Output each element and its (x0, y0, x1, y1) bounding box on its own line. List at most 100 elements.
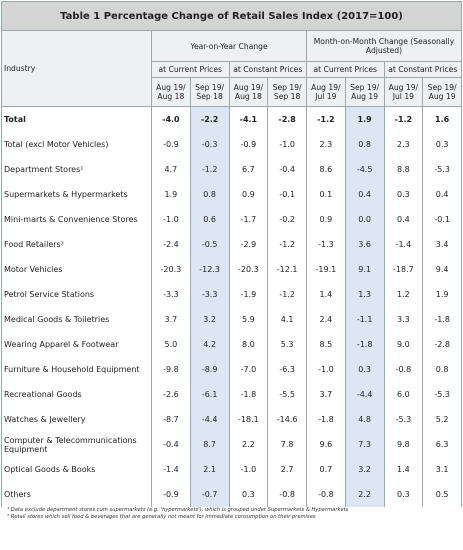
value-cell: -7.0 (228, 357, 269, 382)
table-row: Medical Goods & Toiletries 3.7 3.2 5.9 4.1 2.… (1, 307, 462, 332)
page: Table 1 Percentage Change of Retail Sale… (1, 1, 462, 521)
value-cell: -1.2 (306, 106, 346, 132)
value-cell: -1.8 (344, 332, 385, 357)
value-cell: 4.1 (267, 307, 307, 332)
period-header: Sep 19/ Sep 18 (267, 77, 307, 107)
value-cell: 4.8 (344, 407, 385, 432)
industry-name: Optical Goods & Books (1, 457, 152, 482)
value-cell: 8.0 (228, 332, 269, 357)
value-cell: -4.0 (151, 106, 191, 132)
value-cell: 9.0 (383, 332, 424, 357)
value-cell: 8.6 (306, 157, 346, 182)
value-cell: 3.6 (344, 232, 385, 257)
industry-name: Motor Vehicles (1, 257, 152, 282)
value-cell: 0.9 (228, 182, 269, 207)
value-cell: -14.6 (267, 407, 307, 432)
value-cell: -2.8 (267, 106, 307, 132)
value-cell: 0.9 (306, 207, 346, 232)
value-cell: -4.1 (228, 106, 269, 132)
value-cell: -8.9 (189, 357, 230, 382)
period-header: Aug 19/ Jul 19 (383, 77, 424, 107)
table-row: Petrol Service Stations -3.3 -3.3 -1.9 -1.2 1… (1, 282, 462, 307)
value-cell: -1.0 (306, 357, 346, 382)
value-cell: -0.9 (151, 482, 191, 507)
price-header: at Constant Prices (383, 61, 462, 78)
table-title: Table 1 Percentage Change of Retail Sale… (1, 1, 462, 31)
value-cell: 1.2 (383, 282, 424, 307)
industry-name: Supermarkets & Hypermarkets (1, 182, 152, 207)
period-header: Sep 19/ Aug 19 (422, 77, 462, 107)
value-cell: 2.3 (383, 132, 424, 157)
value-cell: -1.8 (228, 382, 269, 407)
value-cell: -1.8 (306, 407, 346, 432)
value-cell: 7.3 (344, 432, 385, 457)
table-row: Watches & Jewellery -8.7 -4.4 -18.1 -14.6 -1.… (1, 407, 462, 432)
value-cell: 0.5 (422, 482, 462, 507)
value-cell: -1.2 (267, 232, 307, 257)
value-cell: -6.1 (189, 382, 230, 407)
value-cell: -1.8 (422, 307, 462, 332)
value-cell: -0.8 (267, 482, 307, 507)
retail-table: Table 1 Percentage Change of Retail Sale… (1, 1, 462, 507)
value-cell: 6.0 (383, 382, 424, 407)
value-cell: -1.4 (383, 232, 424, 257)
value-cell: 0.3 (383, 182, 424, 207)
period-header: Aug 19/ Jul 19 (306, 77, 346, 107)
value-cell: 5.0 (151, 332, 191, 357)
industry-name: Furniture & Household Equipment (1, 357, 152, 382)
value-cell: -0.9 (151, 132, 191, 157)
value-cell: -19.1 (306, 257, 346, 282)
industry-name: Petrol Service Stations (1, 282, 152, 307)
value-cell: -4.4 (344, 382, 385, 407)
value-cell: -1.2 (267, 282, 307, 307)
value-cell: -5.3 (383, 407, 424, 432)
value-cell: -4.4 (189, 407, 230, 432)
value-cell: 0.8 (422, 357, 462, 382)
value-cell: 3.1 (422, 457, 462, 482)
industry-name: Food Retailers² (1, 232, 152, 257)
value-cell: -0.9 (228, 132, 269, 157)
industry-name: Total (excl Motor Vehicles) (1, 132, 152, 157)
value-cell: -18.7 (383, 257, 424, 282)
header-row: Industry Year-on-Year Change Month-on-Mont… (1, 30, 462, 107)
value-cell: 4.7 (151, 157, 191, 182)
industry-name: Others (1, 482, 152, 507)
value-cell: 1.9 (344, 106, 385, 132)
value-cell: -18.1 (228, 407, 269, 432)
period-header: Aug 19/ Aug 18 (228, 77, 269, 107)
value-cell: -1.0 (151, 207, 191, 232)
value-cell: -2.2 (189, 106, 230, 132)
value-cell: 8.5 (306, 332, 346, 357)
value-cell: -3.3 (189, 282, 230, 307)
value-cell: 2.4 (306, 307, 346, 332)
period-header: Aug 19/ Aug 18 (151, 77, 191, 107)
footnotes: ¹ Data exclude department stores cum sup… (1, 507, 462, 521)
value-cell: -0.1 (267, 182, 307, 207)
value-cell: -1.9 (228, 282, 269, 307)
table-row: Recreational Goods -2.6 -6.1 -1.8 -5.5 3.7 -4.… (1, 382, 462, 407)
industry-name: Computer & Telecommunications Equipment (1, 432, 152, 457)
table-row: Computer & Telecommunications Equipment -… (1, 432, 462, 457)
value-cell: 0.3 (344, 357, 385, 382)
value-cell: -8.7 (151, 407, 191, 432)
value-cell: -20.3 (228, 257, 269, 282)
value-cell: -5.3 (422, 382, 462, 407)
value-cell: -1.4 (151, 457, 191, 482)
table-row: Mini-marts & Convenience Stores -1.0 0.6 -1… (1, 207, 462, 232)
value-cell: 0.8 (189, 182, 230, 207)
value-cell: 5.9 (228, 307, 269, 332)
value-cell: 1.4 (383, 457, 424, 482)
footnote: ² Retail stores which sell food & bevera… (7, 514, 316, 520)
value-cell: -5.3 (422, 157, 462, 182)
value-cell: -5.5 (267, 382, 307, 407)
value-cell: 9.4 (422, 257, 462, 282)
industry-name: Department Stores¹ (1, 157, 152, 182)
value-cell: -1.2 (189, 157, 230, 182)
period-header: Sep 19/ Sep 18 (189, 77, 230, 107)
title-row: Table 1 Percentage Change of Retail Sale… (1, 1, 462, 31)
value-cell: -0.4 (267, 157, 307, 182)
value-cell: 0.4 (422, 182, 462, 207)
value-cell: 9.8 (383, 432, 424, 457)
industry-header: Industry (1, 30, 152, 107)
value-cell: -0.8 (306, 482, 346, 507)
